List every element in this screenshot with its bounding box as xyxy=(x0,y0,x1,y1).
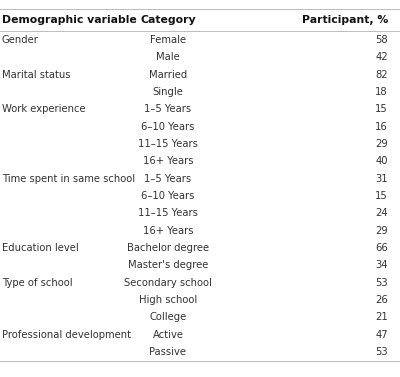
Text: Married: Married xyxy=(149,70,187,80)
Text: 1–5 Years: 1–5 Years xyxy=(144,104,192,114)
Text: Bachelor degree: Bachelor degree xyxy=(127,243,209,253)
Text: 53: 53 xyxy=(375,278,388,288)
Text: 21: 21 xyxy=(375,313,388,322)
Text: Demographic variable: Demographic variable xyxy=(2,15,137,25)
Text: 58: 58 xyxy=(375,35,388,45)
Text: Work experience: Work experience xyxy=(2,104,86,114)
Text: Professional development: Professional development xyxy=(2,330,131,340)
Text: Female: Female xyxy=(150,35,186,45)
Text: Master's degree: Master's degree xyxy=(128,261,208,270)
Text: 18: 18 xyxy=(375,87,388,97)
Text: Male: Male xyxy=(156,52,180,62)
Text: 15: 15 xyxy=(375,191,388,201)
Text: 16+ Years: 16+ Years xyxy=(143,226,193,236)
Text: 42: 42 xyxy=(375,52,388,62)
Text: Education level: Education level xyxy=(2,243,79,253)
Text: Participant, %: Participant, % xyxy=(302,15,388,25)
Text: 29: 29 xyxy=(375,226,388,236)
Text: High school: High school xyxy=(139,295,197,305)
Text: Marital status: Marital status xyxy=(2,70,70,80)
Text: Passive: Passive xyxy=(150,347,186,357)
Text: Active: Active xyxy=(152,330,184,340)
Text: 11–15 Years: 11–15 Years xyxy=(138,208,198,218)
Text: Gender: Gender xyxy=(2,35,39,45)
Text: 6–10 Years: 6–10 Years xyxy=(141,191,195,201)
Text: 24: 24 xyxy=(375,208,388,218)
Text: Time spent in same school: Time spent in same school xyxy=(2,174,135,184)
Text: 40: 40 xyxy=(376,156,388,166)
Text: 11–15 Years: 11–15 Years xyxy=(138,139,198,149)
Text: 34: 34 xyxy=(376,261,388,270)
Text: 82: 82 xyxy=(375,70,388,80)
Text: Single: Single xyxy=(152,87,184,97)
Text: Category: Category xyxy=(140,15,196,25)
Text: 29: 29 xyxy=(375,139,388,149)
Text: 31: 31 xyxy=(375,174,388,184)
Text: 16+ Years: 16+ Years xyxy=(143,156,193,166)
Text: Secondary school: Secondary school xyxy=(124,278,212,288)
Text: 15: 15 xyxy=(375,104,388,114)
Text: 1–5 Years: 1–5 Years xyxy=(144,174,192,184)
Text: Type of school: Type of school xyxy=(2,278,73,288)
Text: 16: 16 xyxy=(375,122,388,132)
Text: 6–10 Years: 6–10 Years xyxy=(141,122,195,132)
Text: 53: 53 xyxy=(375,347,388,357)
Text: 66: 66 xyxy=(375,243,388,253)
Text: 26: 26 xyxy=(375,295,388,305)
Text: 47: 47 xyxy=(375,330,388,340)
Text: College: College xyxy=(149,313,187,322)
